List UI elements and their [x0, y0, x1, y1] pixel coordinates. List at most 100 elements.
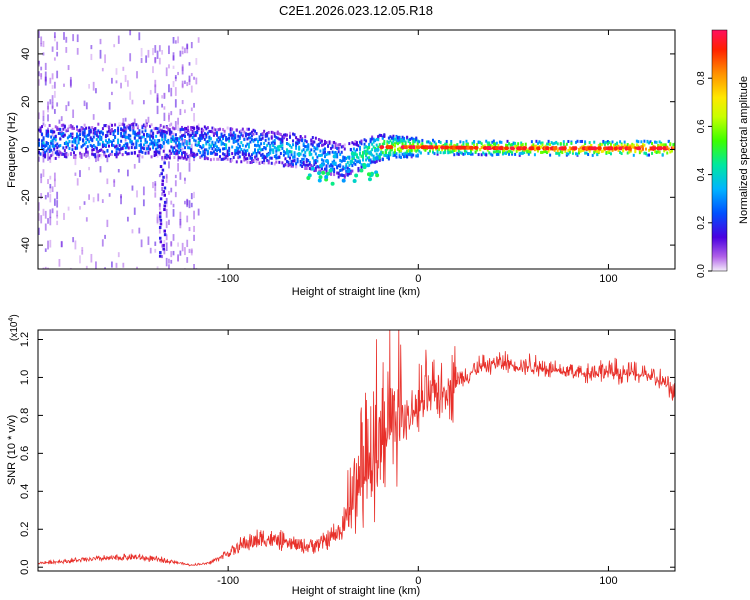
heat-cell [138, 153, 141, 157]
heat-cell [451, 150, 454, 154]
heat-cell [398, 135, 401, 139]
y-tick-label: 1.2 [19, 332, 31, 347]
heat-cell [421, 138, 424, 142]
heat-cell [190, 41, 193, 49]
y-tick-label: 0 [20, 146, 32, 152]
heat-cell [174, 99, 177, 108]
heat-cell [500, 140, 503, 144]
heat-cell [340, 159, 343, 163]
heat-cell [187, 155, 190, 159]
heat-cell [266, 143, 269, 147]
heat-cell [463, 152, 466, 156]
heat-cell [69, 134, 72, 138]
heat-cell [158, 227, 161, 234]
heat-cell [86, 145, 89, 149]
heat-cell [539, 145, 542, 149]
heat-cell [141, 155, 144, 159]
heat-cell [109, 129, 112, 133]
heat-cell [202, 135, 205, 139]
heat-cell [371, 148, 374, 152]
heat-cell [444, 142, 447, 146]
heat-cell [111, 91, 113, 96]
heat-cell [608, 149, 611, 153]
heat-cell [97, 150, 100, 154]
heat-cell [165, 140, 168, 144]
heat-cell [541, 150, 544, 154]
heat-cell [170, 130, 173, 134]
heat-cell [212, 150, 215, 154]
heat-cell [302, 153, 305, 157]
heat-cell [257, 157, 260, 161]
heat-cell [72, 237, 75, 243]
heat-cell [57, 144, 60, 148]
heat-cell [163, 112, 166, 122]
heat-cell [445, 142, 448, 146]
heat-cell [174, 180, 177, 187]
heat-cell [215, 145, 218, 149]
heat-cell [88, 84, 90, 89]
heat-cell [342, 165, 345, 169]
heat-cell [333, 167, 336, 171]
heat-cell [453, 149, 456, 153]
heat-cell [174, 191, 177, 198]
heat-cell [104, 143, 107, 147]
heat-cell [158, 211, 162, 215]
heat-cell [88, 140, 91, 144]
heat-cell [186, 43, 189, 50]
heat-cell [371, 153, 374, 157]
heat-cell [106, 124, 109, 128]
heat-cell [79, 151, 82, 155]
heat-cell [398, 155, 401, 159]
heat-cell [661, 143, 664, 147]
heat-cell [168, 64, 170, 69]
heat-cell [415, 145, 421, 150]
heat-cell [316, 143, 319, 147]
heat-cell [44, 210, 47, 219]
heat-cell [162, 190, 166, 194]
heat-cell [179, 211, 182, 220]
heat-cell [159, 123, 162, 127]
heat-cell [442, 151, 445, 155]
heat-cell [170, 130, 173, 140]
heat-cell [406, 151, 409, 155]
heat-cell [163, 200, 167, 204]
heat-cell [56, 151, 59, 155]
heat-cell [501, 150, 504, 154]
heat-cell [155, 126, 158, 130]
heat-cell [393, 144, 396, 148]
x-tick-label: 100 [599, 575, 617, 587]
heat-cell [524, 148, 527, 152]
heat-cell [170, 251, 173, 258]
heat-cell [533, 144, 536, 148]
heat-cell [325, 166, 328, 170]
heat-cell [561, 151, 564, 155]
heat-cell [188, 75, 191, 82]
heat-cell [273, 141, 276, 145]
heat-cell [51, 102, 54, 109]
heat-cell [355, 148, 358, 152]
heat-cell [603, 142, 606, 146]
heat-cell [163, 233, 167, 237]
heat-cell [215, 157, 218, 161]
heat-cell [288, 131, 291, 135]
heat-cell [170, 151, 173, 155]
heat-cell [244, 153, 247, 157]
heat-cell [225, 136, 228, 140]
heat-cell [115, 151, 118, 155]
heat-cell [132, 126, 135, 130]
heat-cell [360, 163, 363, 167]
heat-cell [49, 209, 52, 219]
heat-cell [44, 71, 47, 81]
heat-cell [121, 128, 124, 132]
heat-cell [608, 146, 614, 151]
heat-cell [619, 140, 622, 144]
heat-cell [47, 179, 49, 185]
heat-cell [163, 193, 166, 197]
heat-cell [406, 154, 409, 158]
heat-cell [66, 143, 69, 147]
snr-line [38, 330, 675, 567]
heat-cell [202, 153, 205, 157]
heat-cell [187, 132, 190, 136]
heat-cell [505, 143, 508, 147]
heat-cell [117, 129, 120, 133]
